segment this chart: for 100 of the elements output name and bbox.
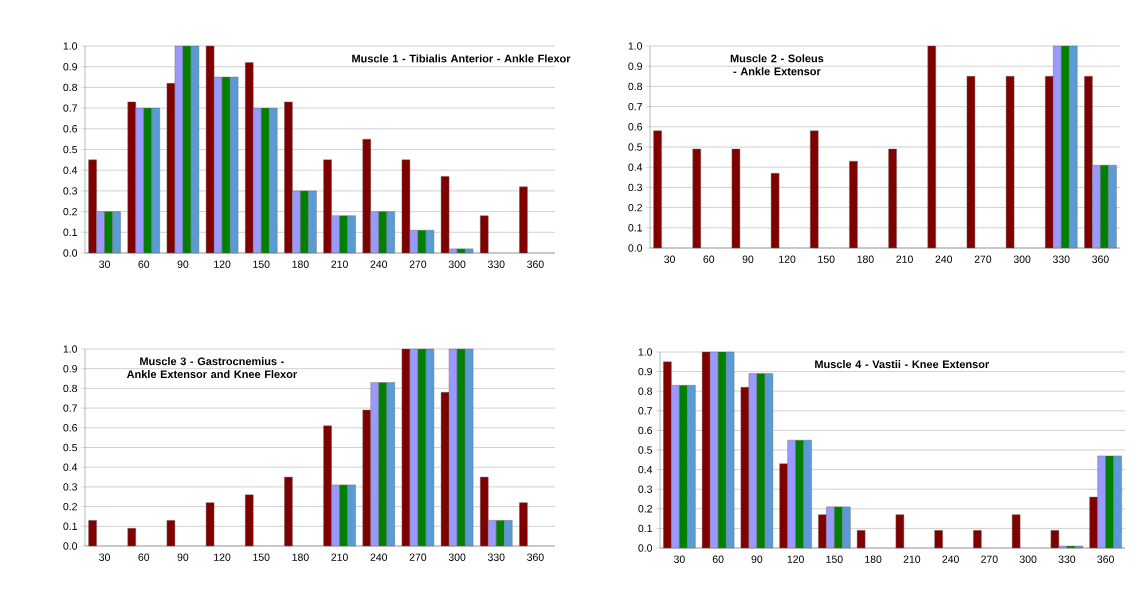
y-tick-label: 0.3 [63,483,78,491]
x-tick-label: 60 [138,553,150,561]
x-tick-label: 270 [974,255,992,263]
y-tick-label: 1.0 [628,42,643,50]
bar [692,148,701,249]
bar [895,514,905,549]
y-tick-label: 0.8 [638,387,653,395]
bar [1005,76,1015,249]
bar [519,186,528,254]
x-tick-label: 210 [896,255,913,263]
y-tick-label: 0.6 [63,125,78,133]
x-tick-label: 180 [865,555,882,563]
x-tick-label: 300 [1013,255,1031,263]
y-tick-label: 0.7 [63,104,77,112]
y-tick-label: 0.0 [638,544,653,552]
y-tick-label: 0.7 [628,102,642,111]
y-tick-label: 0.9 [628,62,642,70]
bar [973,530,982,549]
x-tick-label: 150 [826,555,843,563]
y-tick-label: 0.3 [628,183,643,192]
x-tick-label: 300 [1019,555,1037,563]
bar [88,520,97,547]
bar [245,494,254,547]
y-tick-label: 0.1 [628,224,642,232]
x-tick-label: 180 [292,260,309,268]
y-tick-label: 0.2 [638,505,652,513]
x-tick-label: 210 [903,555,921,563]
bar [849,160,858,249]
y-tick-label: 0.1 [63,522,77,531]
x-tick-label: 330 [1052,255,1070,263]
x-tick-label: 90 [177,260,189,268]
y-tick-label: 0.6 [628,123,643,131]
y-tick-label: 0.6 [63,424,78,432]
bar [1011,514,1021,549]
x-tick-label: 90 [751,555,763,563]
text: Muscle 3 - Gastrocnemius - Ankle Extensor and Knee Flexor [126,357,297,379]
x-tick-label: 210 [331,260,348,268]
y-tick-label: 0.2 [63,207,77,216]
bar [653,130,662,249]
y-tick-label: 0.3 [638,485,653,493]
x-tick-label: 180 [857,255,874,263]
y-tick-label: 0.7 [63,404,77,412]
x-tick-label: 240 [370,553,388,561]
x-tick-label: 60 [712,555,724,563]
y-tick-label: 0.5 [63,443,78,452]
bar [480,215,489,254]
y-tick-label: 0.0 [628,244,643,252]
x-tick-label: 270 [409,553,427,561]
bar [284,476,293,547]
y-tick-label: 0.8 [628,82,643,91]
y-tick-label: 0.0 [63,542,78,550]
x-tick-label: 30 [99,553,110,561]
x-tick-label: 30 [673,555,685,563]
x-tick-label: 90 [177,553,189,561]
x-tick-label: 360 [527,553,544,561]
bar [888,148,897,249]
x-tick-label: 330 [487,260,505,268]
y-tick-label: 0.5 [628,143,643,151]
x-tick-label: 270 [981,555,998,563]
y-tick-label: 0.9 [638,367,652,376]
text: Muscle 2 - Soleus - Ankle Extensor [730,54,824,76]
bar [934,530,943,549]
bar [731,148,741,249]
x-tick-label: 60 [138,260,150,268]
x-tick-label: 240 [370,260,388,268]
x-tick-label: 30 [664,255,675,263]
bar [205,502,215,547]
x-tick-label: 150 [253,260,270,268]
x-tick-label: 360 [1097,555,1114,563]
y-tick-label: 1.0 [63,345,78,353]
y-tick-label: 0.1 [638,524,652,533]
y-tick-label: 1.0 [63,42,78,50]
bar [127,528,136,547]
x-tick-label: 300 [448,260,466,268]
text: Muscle 1 - Tibialis Anterior - Ankle Flexor [352,54,571,63]
x-tick-label: 300 [448,553,466,561]
x-tick-label: 120 [214,260,231,268]
x-tick-label: 150 [818,255,835,263]
bar [856,530,866,549]
x-tick-label: 210 [331,553,348,561]
y-tick-label: 0.2 [628,203,642,212]
y-tick-label: 0.0 [63,249,78,257]
y-tick-label: 0.8 [63,83,78,92]
y-tick-label: 0.1 [63,228,77,237]
x-tick-label: 30 [99,260,110,268]
y-tick-label: 0.6 [638,426,653,435]
y-tick-label: 0.4 [63,463,78,471]
x-tick-label: 330 [1058,555,1076,563]
x-tick-label: 330 [487,553,505,561]
x-tick-label: 120 [214,553,231,561]
bar [810,130,819,249]
x-tick-label: 60 [703,255,715,263]
x-tick-label: 150 [253,553,270,561]
y-tick-label: 0.7 [638,407,652,415]
x-tick-label: 180 [292,553,309,561]
y-tick-label: 0.9 [63,365,77,373]
bar [519,502,528,547]
y-tick-label: 0.4 [63,166,78,174]
y-tick-label: 0.5 [638,446,653,454]
x-tick-label: 120 [779,255,796,263]
